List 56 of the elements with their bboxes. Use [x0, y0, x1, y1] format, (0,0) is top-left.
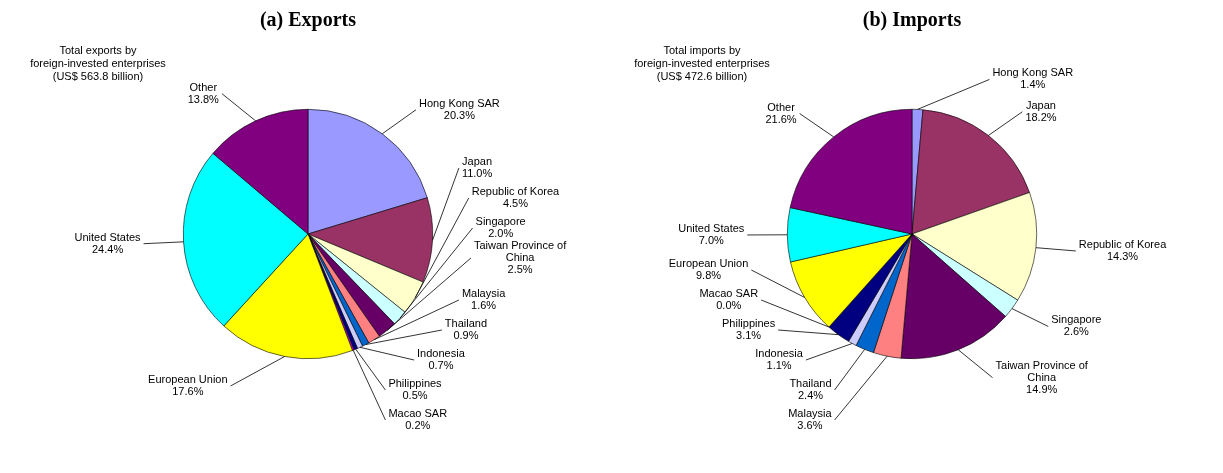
slice-label: Hong Kong SAR	[992, 66, 1074, 79]
slice-label: United States	[74, 230, 142, 243]
slice-label: European Union	[148, 372, 228, 385]
data-label: 13.8%	[187, 92, 220, 105]
data-label: 1.1%	[766, 359, 792, 371]
data-label: 17.6%	[172, 384, 204, 397]
data-label: 2.6%	[1063, 325, 1090, 338]
data-label: 2.0%	[488, 227, 514, 239]
data-label: 0.5%	[402, 389, 428, 401]
data-label: 4.5%	[502, 197, 529, 209]
slice-label: Philippines	[721, 317, 776, 329]
data-label: 21.6%	[765, 112, 797, 125]
text: Total exports by foreign-invested enterprises (US$ 563.8 billion)	[30, 44, 167, 82]
slice-label: Singapore	[475, 215, 526, 227]
slice-label: Other	[189, 80, 218, 93]
slice-label: Japan	[462, 155, 493, 167]
text: Total imports by foreign-invested enterprises (US$ 472.6 billion)	[634, 44, 771, 82]
data-label: 1.6%	[471, 299, 497, 311]
slice-label: Indonesia	[755, 347, 804, 359]
data-label: 2.5%	[507, 263, 533, 275]
data-label: 1.4%	[1020, 78, 1046, 91]
data-label: 14.3%	[1106, 249, 1139, 262]
slice-label: Japan	[1025, 98, 1056, 111]
slice-label: Republic of Korea	[471, 185, 561, 197]
data-label: 9.8%	[695, 269, 722, 281]
slice-label: Indonesia	[417, 347, 466, 359]
data-label: 14.9%	[1026, 382, 1058, 395]
slice-label: Republic of Korea	[1078, 237, 1168, 250]
data-label: 0.9%	[453, 329, 479, 341]
slice-label: Macao SAR	[388, 407, 448, 419]
slice-label: Singapore	[1051, 313, 1102, 326]
slice-label: Philippines	[388, 377, 443, 389]
chart-title: (a) Exports	[258, 8, 358, 33]
slice-label: Malaysia	[461, 287, 507, 299]
data-label: 24.4%	[91, 242, 124, 255]
data-label: 3.6%	[797, 419, 823, 431]
data-label: 7.0%	[698, 233, 725, 246]
data-label: 0.7%	[428, 359, 454, 371]
slice-label: United States	[678, 221, 745, 234]
data-label: 3.1%	[736, 329, 762, 341]
slice-label: Other	[767, 100, 796, 113]
data-label: 11.0%	[461, 167, 493, 179]
slice-label: Malaysia	[788, 407, 833, 419]
slice-label: European Union	[668, 257, 749, 269]
data-label: 18.2%	[1025, 110, 1057, 123]
slice-label: Thailand	[444, 317, 488, 329]
category-label: Macao SAR	[699, 287, 759, 299]
data-label: 0.2%	[405, 419, 431, 431]
chart-title: (b) Imports	[861, 8, 963, 33]
slice-label: Taiwan Province of China	[995, 358, 1089, 383]
data-label: 20.3%	[443, 108, 476, 121]
text: 0.0%	[716, 299, 742, 311]
data-label: 2.4%	[797, 389, 824, 401]
slice-label: Hong Kong SAR	[419, 96, 500, 109]
slice-label: Thailand	[789, 377, 832, 389]
slice-label: Taiwan Province of China	[473, 239, 568, 263]
